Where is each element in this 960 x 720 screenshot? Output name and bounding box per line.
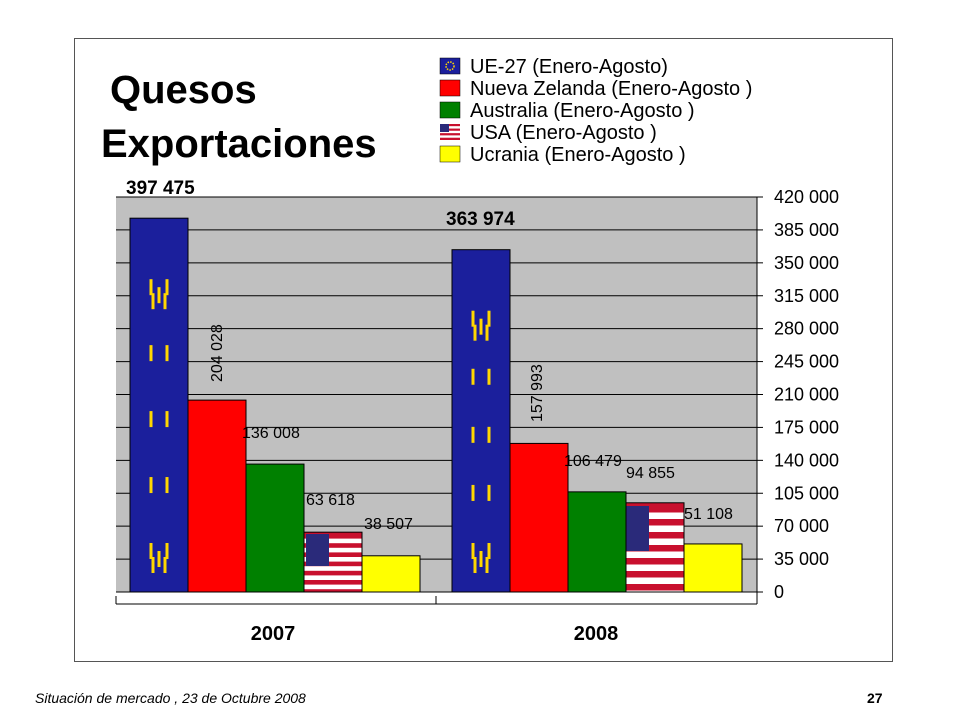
footer-text: Situación de mercado , 23 de Octubre 200…	[35, 690, 306, 706]
y-tick-label: 140 000	[774, 450, 839, 470]
y-tick-label: 245 000	[774, 352, 839, 372]
bar-0-2007	[129, 217, 189, 593]
eu-star	[471, 484, 475, 501]
eu-star	[149, 279, 153, 296]
y-tick-label: 210 000	[774, 385, 839, 405]
data-label: 106 479	[564, 453, 622, 470]
y-tick-label: 315 000	[774, 286, 839, 306]
eu-star	[473, 324, 477, 341]
bar-1-2007	[187, 399, 247, 593]
eu-star	[487, 484, 491, 501]
data-label: 38 507	[364, 516, 413, 533]
eu-star	[479, 318, 483, 335]
y-tick-label: 350 000	[774, 253, 839, 273]
legend-label: Ucrania (Enero-Agosto )	[470, 144, 686, 166]
eu-star	[471, 426, 475, 443]
bar-2-2008	[567, 491, 627, 593]
legend-swatch	[439, 101, 461, 119]
eu-star	[149, 411, 153, 428]
y-tick-label: 105 000	[774, 483, 839, 503]
legend-swatch	[439, 79, 461, 97]
eu-star	[151, 293, 155, 310]
legend-eu-stars	[445, 61, 455, 71]
eu-star	[471, 368, 475, 385]
y-tick-label: 420 000	[774, 187, 839, 207]
y-tick-label: 70 000	[774, 516, 829, 536]
legend-swatch-eu	[439, 57, 461, 75]
eu-star	[165, 279, 169, 296]
eu-star	[163, 293, 167, 310]
eu-star	[157, 551, 161, 567]
eu-star	[471, 543, 475, 559]
legend-swatch-usa	[440, 124, 460, 140]
eu-star	[485, 557, 489, 573]
eu-star	[487, 426, 491, 443]
legend-label: USA (Enero-Agosto )	[470, 122, 657, 144]
page-subtitle: Exportaciones	[101, 122, 377, 166]
eu-star	[165, 543, 169, 559]
eu-star	[149, 543, 153, 559]
data-label: 63 618	[306, 492, 355, 509]
bar-0-2008	[451, 249, 511, 593]
data-label: 94 855	[626, 465, 675, 482]
bar-3-2007	[303, 531, 363, 593]
y-tick-label: 280 000	[774, 319, 839, 339]
y-tick-label: 35 000	[774, 549, 829, 569]
data-label: 204 028	[209, 324, 226, 382]
eu-star	[165, 411, 169, 428]
bar-4-2007	[361, 555, 421, 593]
x-category-label: 2008	[574, 623, 619, 645]
y-tick-label: 0	[774, 582, 784, 602]
page-title: Quesos	[110, 68, 257, 112]
y-tick-label: 175 000	[774, 417, 839, 437]
bar-2-2007	[245, 463, 305, 593]
legend-label: Nueva Zelanda (Enero-Agosto )	[470, 78, 752, 100]
eu-star	[485, 324, 489, 341]
eu-star	[149, 477, 153, 494]
eu-star	[165, 345, 169, 362]
eu-star	[149, 345, 153, 362]
eu-star	[157, 287, 161, 304]
eu-star	[487, 310, 491, 327]
legend-label: Australia (Enero-Agosto )	[470, 100, 695, 122]
legend-swatch	[439, 145, 461, 163]
data-label: 51 108	[684, 506, 733, 523]
eu-star	[165, 477, 169, 494]
page-number: 27	[867, 690, 883, 706]
eu-star	[163, 557, 167, 573]
legend-label: UE-27 (Enero-Agosto)	[470, 56, 668, 78]
data-label: 363 974	[446, 209, 515, 230]
bar-4-2008	[683, 543, 743, 593]
eu-star	[487, 543, 491, 559]
bar-3-2008	[625, 502, 685, 593]
y-tick-label: 385 000	[774, 220, 839, 240]
eu-star	[473, 557, 477, 573]
data-label: 136 008	[242, 425, 300, 442]
x-category-label: 2007	[251, 623, 296, 645]
eu-star	[471, 310, 475, 327]
bar-1-2008	[509, 442, 569, 593]
data-label: 157 993	[529, 364, 546, 422]
data-label: 397 475	[126, 178, 195, 199]
eu-star	[479, 551, 483, 567]
eu-star	[151, 557, 155, 573]
eu-star	[487, 368, 491, 385]
